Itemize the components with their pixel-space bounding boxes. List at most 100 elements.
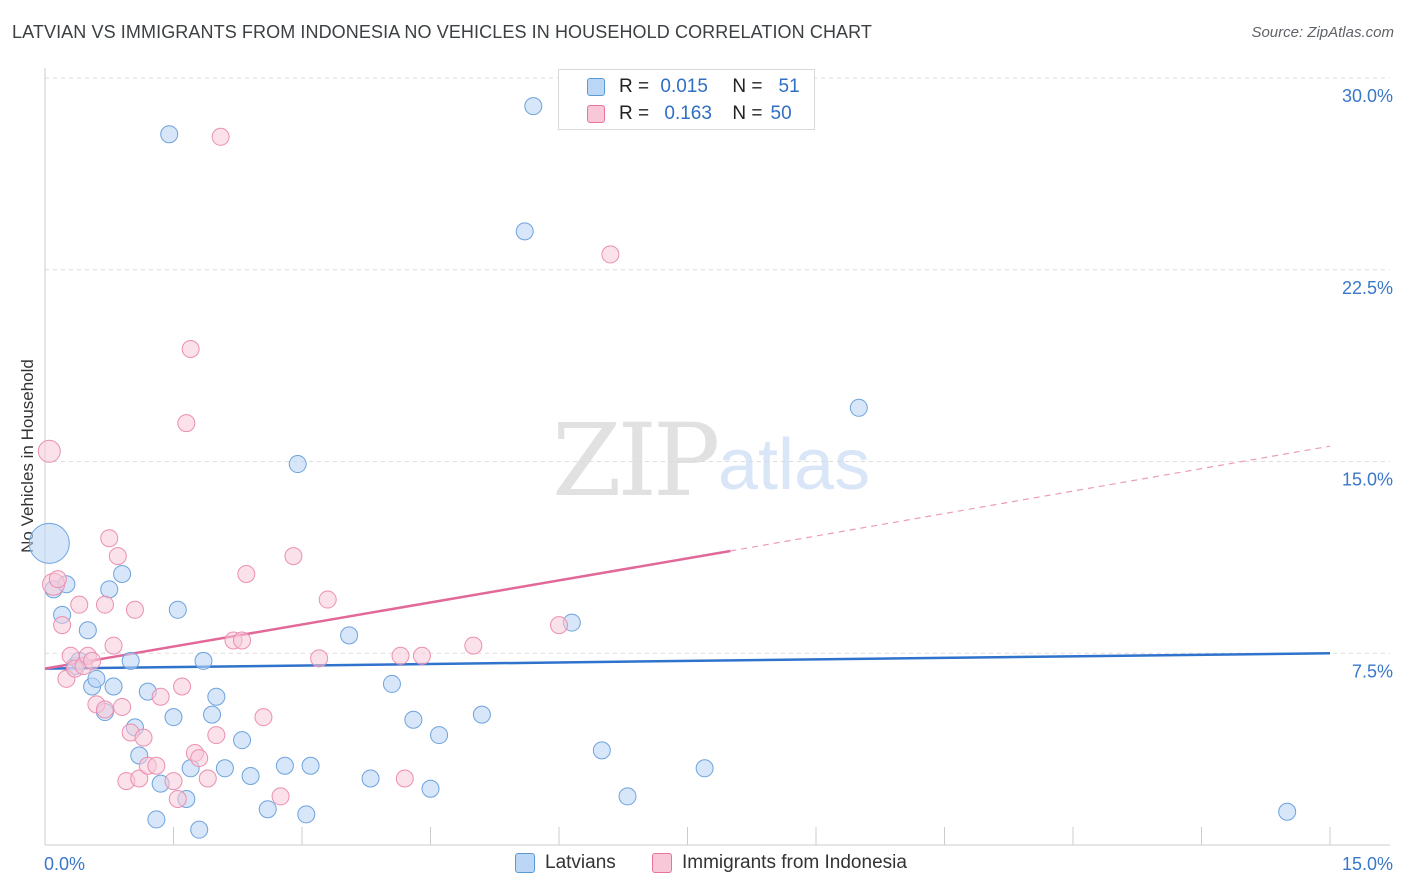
n-value: 50 (770, 103, 792, 124)
axes (44, 68, 1390, 846)
y-tick-label: 15.0% (1342, 470, 1393, 490)
latvians-point (147, 810, 166, 829)
latvians-point (100, 580, 119, 599)
indonesia-point (237, 564, 256, 583)
latvians-point (515, 222, 534, 241)
indonesia-point (318, 590, 337, 609)
watermark-zip: ZIP (552, 402, 720, 519)
chart-title: LATVIAN VS IMMIGRANTS FROM INDONESIA NO … (12, 22, 873, 42)
trend-lines (44, 445, 1331, 670)
latvians-point (849, 398, 868, 417)
y-tick-label: 22.5% (1342, 278, 1393, 298)
latvians-point (203, 705, 222, 724)
latvians-point (275, 756, 294, 775)
data-points (28, 97, 1297, 839)
indonesia-point (550, 616, 568, 635)
stats-row-latvians: R = 0.015 N = 51 (587, 75, 800, 99)
indonesia-point (48, 570, 67, 589)
y-tick-label: 7.5% (1352, 661, 1393, 681)
watermark-atlas: atlas (718, 425, 871, 505)
tick-labels: 7.5% 15.0% 22.5% 30.0% 0.0% 15.0% (44, 86, 1393, 874)
indonesia-point (147, 756, 166, 775)
indonesia-swatch (587, 105, 605, 123)
indonesia-point (113, 697, 132, 716)
latvians-point (340, 626, 359, 645)
legend-label-indonesia: Immigrants from Indonesia (682, 852, 907, 873)
latvians-point (1278, 802, 1297, 821)
latvians-point (194, 651, 213, 670)
r-label: R = (619, 76, 650, 97)
indonesia-point (207, 726, 226, 745)
latvians-point (592, 741, 611, 760)
indonesia-point (125, 600, 144, 619)
indonesia-point (164, 772, 183, 791)
latvians-point (190, 820, 209, 839)
latvians-point (28, 522, 70, 564)
indonesia-legend-swatch (652, 853, 672, 873)
latvians-point (113, 564, 132, 583)
indonesia-trend-line (44, 549, 731, 670)
series-legend: Latvians Immigrants from Indonesia (0, 852, 1406, 878)
latvians-point (164, 708, 183, 727)
indonesia-point (310, 649, 329, 668)
latvians-point (121, 651, 140, 670)
latvians-point (233, 731, 252, 750)
indonesia-point (37, 439, 61, 463)
indonesia-point (391, 646, 410, 665)
latvians-point (430, 726, 449, 745)
indonesia-point (395, 769, 414, 788)
indonesia-point (271, 787, 290, 806)
latvians-point (618, 787, 637, 806)
latvians-point (524, 97, 543, 116)
latvians-legend-swatch (515, 853, 535, 873)
latvians-trend-line (44, 652, 1331, 670)
indonesia-point (95, 700, 114, 719)
indonesia-point (83, 651, 102, 670)
indonesia-point (198, 769, 217, 788)
indonesia-point (412, 646, 431, 665)
latvians-point (104, 677, 123, 696)
indonesia-point (181, 340, 200, 359)
r-value: 0.015 (660, 76, 708, 97)
indonesia-point (173, 677, 192, 696)
r-label: R = (619, 103, 650, 124)
latvians-point (421, 779, 440, 798)
indonesia-point (53, 616, 72, 635)
indonesia-point (601, 245, 620, 264)
latvians-point (301, 756, 320, 775)
indonesia-trend-extension (730, 445, 1331, 552)
n-label: N = (732, 76, 763, 97)
latvians-point (258, 800, 277, 819)
indonesia-point (151, 687, 170, 706)
indonesia-point (190, 749, 209, 768)
latvians-point (404, 710, 423, 729)
latvians-point (241, 766, 260, 785)
legend-item-latvians[interactable]: Latvians (515, 852, 616, 874)
latvians-point (215, 759, 234, 778)
indonesia-point (108, 547, 127, 566)
x-tick-label: 15.0% (1342, 854, 1393, 874)
indonesia-point (130, 769, 149, 788)
indonesia-point (177, 414, 196, 433)
indonesia-point (211, 127, 230, 146)
indonesia-point (134, 728, 153, 747)
indonesia-point (284, 547, 303, 566)
latvians-point (78, 621, 97, 640)
indonesia-point (70, 595, 89, 614)
latvians-point (160, 125, 179, 144)
latvians-point (168, 600, 187, 619)
legend-label-latvians: Latvians (545, 852, 616, 873)
latvians-point (695, 759, 714, 778)
stats-legend: R = 0.015 N = 51 R = 0.163 N = 50 (558, 69, 815, 130)
indonesia-point (254, 708, 273, 727)
latvians-point (297, 805, 316, 824)
latvians-swatch (587, 78, 605, 96)
indonesia-point (464, 636, 483, 655)
legend-item-indonesia[interactable]: Immigrants from Indonesia (652, 852, 907, 874)
latvians-point (288, 455, 307, 474)
latvians-point (207, 687, 226, 706)
indonesia-point (100, 529, 119, 548)
n-value: 51 (778, 76, 800, 97)
r-value: 0.163 (664, 103, 712, 124)
latvians-point (382, 674, 401, 693)
